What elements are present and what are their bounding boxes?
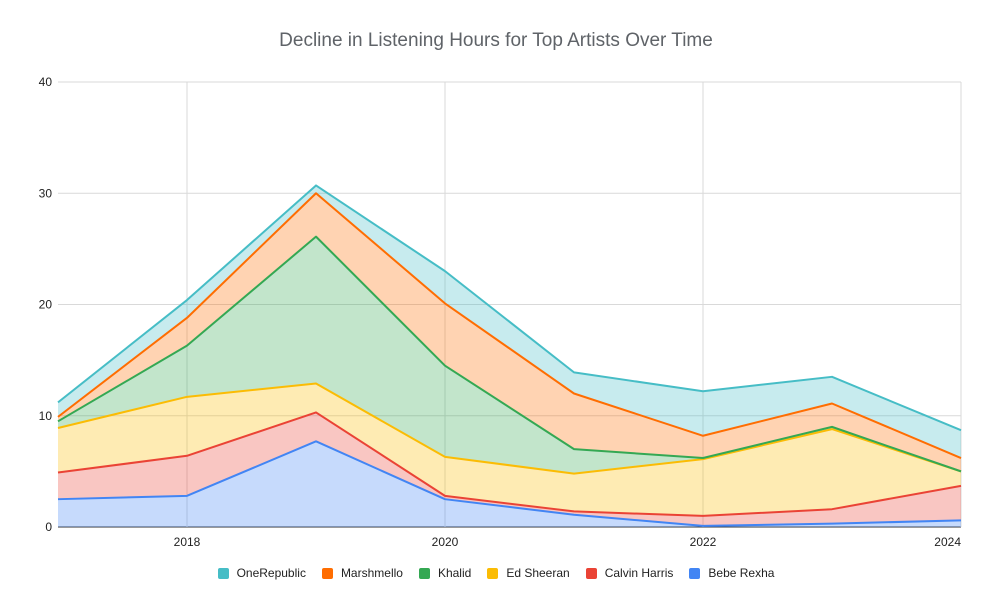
y-tick-label: 20 (39, 298, 53, 312)
legend-item-bebe-rexha: Bebe Rexha (689, 566, 774, 580)
y-tick-label: 10 (39, 409, 53, 423)
legend-label: Bebe Rexha (708, 566, 775, 580)
legend-label: Calvin Harris (604, 566, 674, 580)
legend-label: OneRepublic (236, 566, 306, 580)
legend-label: Marshmello (340, 566, 403, 580)
legend-item-marshmello: Marshmello (321, 566, 403, 580)
y-tick-label: 30 (39, 186, 53, 200)
legend-swatch (689, 567, 701, 579)
chart-title: Decline in Listening Hours for Top Artis… (279, 30, 713, 51)
legend-item-khalid: Khalid (418, 566, 472, 580)
legend: OneRepublic Marshmello Khalid Ed Sheeran Cal… (0, 566, 992, 580)
area-bebe-rexha (58, 441, 961, 527)
legend-item-ed-sheeran: Ed Sheeran (487, 566, 570, 580)
series-line-marshmello (57, 192, 962, 459)
legend-label: Khalid (437, 566, 472, 580)
legend-swatch (487, 567, 499, 579)
legend-item-onerepublic: OneRepublic (217, 566, 306, 580)
legend-swatch (585, 567, 597, 579)
x-tick-label: 2022 (690, 535, 717, 549)
series-line-khalid (57, 235, 962, 473)
area-calvin-harris (58, 412, 961, 526)
legend-swatch (418, 567, 430, 579)
y-tick-label: 40 (39, 75, 53, 89)
series-line-calvin-harris (57, 411, 962, 517)
x-tick-label: 2024 (934, 535, 961, 549)
y-tick-label: 0 (45, 520, 52, 534)
series-line-bebe-rexha (57, 440, 962, 527)
series-line-ed-sheeran (57, 382, 962, 475)
legend-swatch (321, 567, 333, 579)
series-line-onerepublic (57, 184, 962, 432)
x-tick-label: 2020 (432, 535, 459, 549)
legend-item-calvin-harris: Calvin Harris (585, 566, 674, 580)
area-ed-sheeran (58, 383, 961, 516)
x-tick-label: 2018 (174, 535, 201, 549)
area-khalid (58, 236, 961, 474)
legend-swatch (217, 567, 229, 579)
legend-label: Ed Sheeran (506, 566, 570, 580)
